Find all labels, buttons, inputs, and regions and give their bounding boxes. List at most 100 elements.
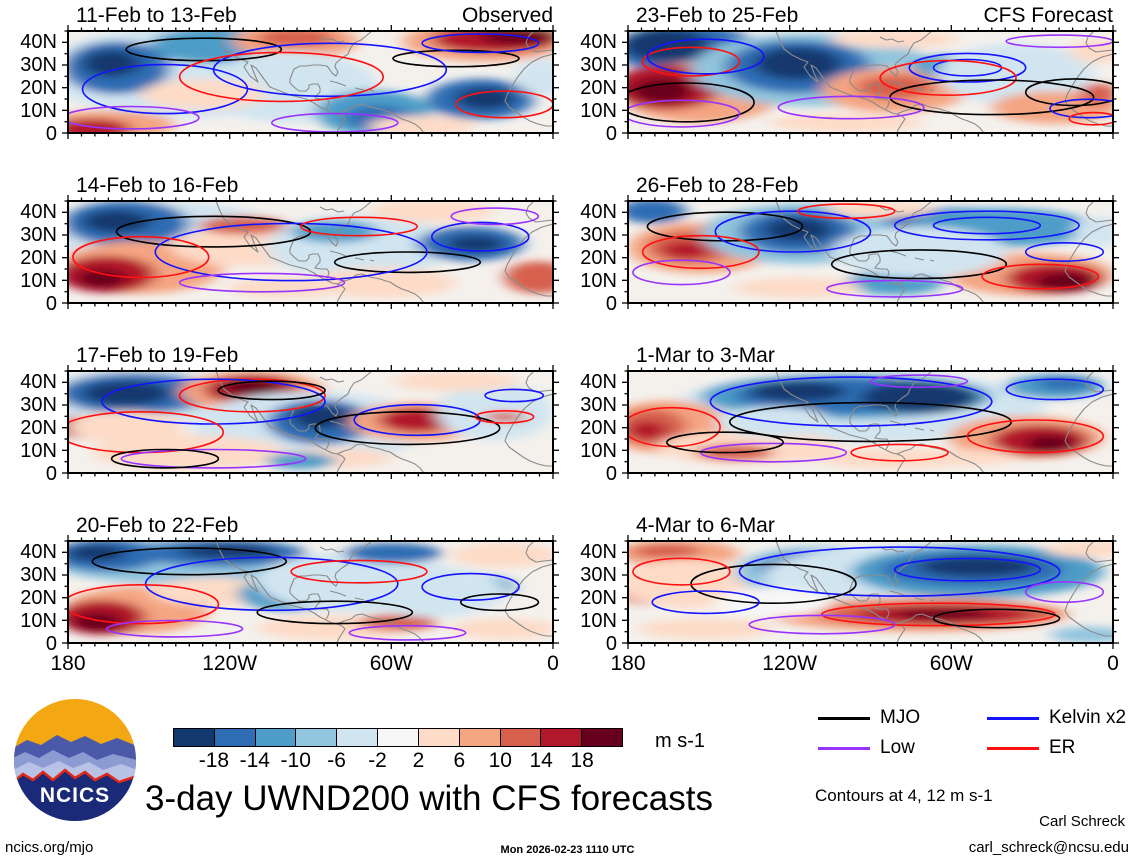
x-tick-label: 120W <box>762 652 818 675</box>
y-tick-label: 0 <box>605 293 617 315</box>
x-tick-label: 0 <box>547 652 559 675</box>
y-tick-label: 10N <box>20 610 57 633</box>
figure-title: 3-day UWND200 with CFS forecasts <box>145 779 713 818</box>
author-credit: Carl Schreck <box>1039 813 1125 830</box>
contour-note: Contours at 4, 12 m s-1 <box>815 786 993 805</box>
wind-anomaly-map <box>622 195 1119 309</box>
y-tick-label: 40N <box>20 371 57 394</box>
y-tick-label: 20N <box>580 417 617 440</box>
generation-timestamp: Mon 2026-02-23 1110 UTC <box>500 844 635 856</box>
y-tick-label: 0 <box>45 633 57 655</box>
y-tick-label: 40N <box>20 31 57 54</box>
wind-anomaly-map <box>622 365 1119 479</box>
panel-title: 1-Mar to 3-Mar <box>636 344 775 367</box>
legend-label: Low <box>880 737 915 758</box>
map-panel-obs-1: 11-Feb to 13-Feb Observed 40N 30N 20N 10N 0 <box>20 4 560 156</box>
y-tick-label: 0 <box>45 463 57 485</box>
colorbar-level-label: -6 <box>327 749 346 772</box>
map-panel-fcst-1: 23-Feb to 25-Feb CFS Forecast 40N 30N 20N 1… <box>580 4 1120 156</box>
y-tick-label: 20N <box>20 417 57 440</box>
y-tick-label: 40N <box>20 201 57 224</box>
y-tick-label: 20N <box>580 587 617 610</box>
panel-title: 26-Feb to 28-Feb <box>636 174 799 197</box>
y-tick-label: 40N <box>580 371 617 394</box>
y-tick-label: 30N <box>580 54 617 77</box>
colorbar-segment <box>581 729 622 746</box>
y-tick-label: 0 <box>605 463 617 485</box>
colorbar-segment <box>499 729 541 746</box>
y-tick-label: 10N <box>580 610 617 633</box>
x-tick-label: 120W <box>202 652 258 675</box>
legend-line-mjo <box>818 717 870 720</box>
legend-line-kelvin-x2 <box>987 717 1039 720</box>
map-panel-fcst-2: 26-Feb to 28-Feb 40N 30N 20N 10N 0 <box>580 174 1120 326</box>
y-tick-label: 10N <box>580 440 617 463</box>
y-tick-label: 20N <box>580 247 617 270</box>
y-tick-label: 30N <box>20 394 57 417</box>
wind-anomaly-map <box>622 535 1119 649</box>
x-tick-label: 0 <box>1107 652 1119 675</box>
colorbar-level-label: -2 <box>368 749 387 772</box>
y-tick-label: 40N <box>20 541 57 564</box>
wind-anomaly-map <box>62 365 559 479</box>
colorbar-segment <box>254 729 296 746</box>
y-tick-label: 0 <box>45 293 57 315</box>
column-label-cfs-forecast: CFS Forecast <box>983 4 1113 27</box>
colorbar-segment <box>417 729 459 746</box>
panel-title: 14-Feb to 16-Feb <box>76 174 239 197</box>
panel-title: 17-Feb to 19-Feb <box>76 344 239 367</box>
legend-label: MJO <box>880 707 921 728</box>
y-tick-label: 10N <box>20 100 57 123</box>
y-tick-label: 0 <box>605 123 617 145</box>
colorbar-segment <box>213 729 255 746</box>
colorbar-level-label: 10 <box>488 749 512 772</box>
map-panel-obs-3: 17-Feb to 19-Feb 40N 30N 20N 10N 0 <box>20 344 560 496</box>
x-tick-label: 60W <box>929 652 973 675</box>
wind-anomaly-map <box>62 535 559 649</box>
map-panel-fcst-4: 4-Mar to 6-Mar 40N 30N 20N 10N 0 <box>580 514 1120 666</box>
y-tick-label: 10N <box>580 100 617 123</box>
panel-title: 20-Feb to 22-Feb <box>76 514 239 537</box>
colorbar-segment <box>377 729 418 746</box>
colorbar-level-label: 6 <box>453 749 466 772</box>
map-panel-obs-4: 20-Feb to 22-Feb 40N 30N 20N 10N 0 <box>20 514 560 666</box>
y-tick-label: 0 <box>605 633 617 655</box>
author-email[interactable]: carl_schreck@ncsu.edu <box>968 839 1129 856</box>
logo-red-ridgeline <box>14 768 136 784</box>
y-tick-label: 20N <box>580 77 617 100</box>
y-tick-label: 30N <box>20 564 57 587</box>
y-tick-label: 30N <box>580 564 617 587</box>
colorbar-level-label: -14 <box>239 749 270 772</box>
colorbar-segment <box>174 729 214 746</box>
colorbar-level-label: 2 <box>412 749 425 772</box>
colorbar-level-label: -10 <box>280 749 311 772</box>
panel-title: 4-Mar to 6-Mar <box>636 514 775 537</box>
colorbar <box>173 728 623 747</box>
y-tick-label: 20N <box>20 587 57 610</box>
map-panel-fcst-3: 1-Mar to 3-Mar 40N 30N 20N 10N 0 <box>580 344 1120 496</box>
y-tick-label: 20N <box>20 77 57 100</box>
colorbar-level-label: -18 <box>198 749 230 772</box>
panel-title: 11-Feb to 13-Feb <box>76 4 237 27</box>
colorbar-unit-label: m s-1 <box>655 730 705 752</box>
logo-text: NCICS <box>40 784 110 807</box>
y-tick-label: 30N <box>20 54 57 77</box>
y-tick-label: 40N <box>580 31 617 54</box>
x-tick-label: 180 <box>50 652 86 675</box>
y-tick-label: 10N <box>580 270 617 293</box>
legend-line-er <box>987 747 1039 750</box>
wind-anomaly-map <box>622 25 1119 139</box>
website-link[interactable]: ncics.org/mjo <box>5 839 94 856</box>
y-tick-label: 0 <box>45 123 57 145</box>
y-tick-label: 40N <box>580 201 617 224</box>
y-tick-label: 10N <box>20 270 57 293</box>
wind-anomaly-map <box>62 25 559 139</box>
x-tick-label: 180 <box>610 652 646 675</box>
y-tick-label: 20N <box>20 247 57 270</box>
colorbar-level-label: 14 <box>529 749 553 772</box>
map-panel-obs-2: 14-Feb to 16-Feb 40N 30N 20N 10N 0 <box>20 174 560 326</box>
legend-label: Kelvin x2 <box>1049 707 1127 728</box>
y-tick-label: 30N <box>20 224 57 247</box>
colorbar-segment <box>336 729 378 746</box>
